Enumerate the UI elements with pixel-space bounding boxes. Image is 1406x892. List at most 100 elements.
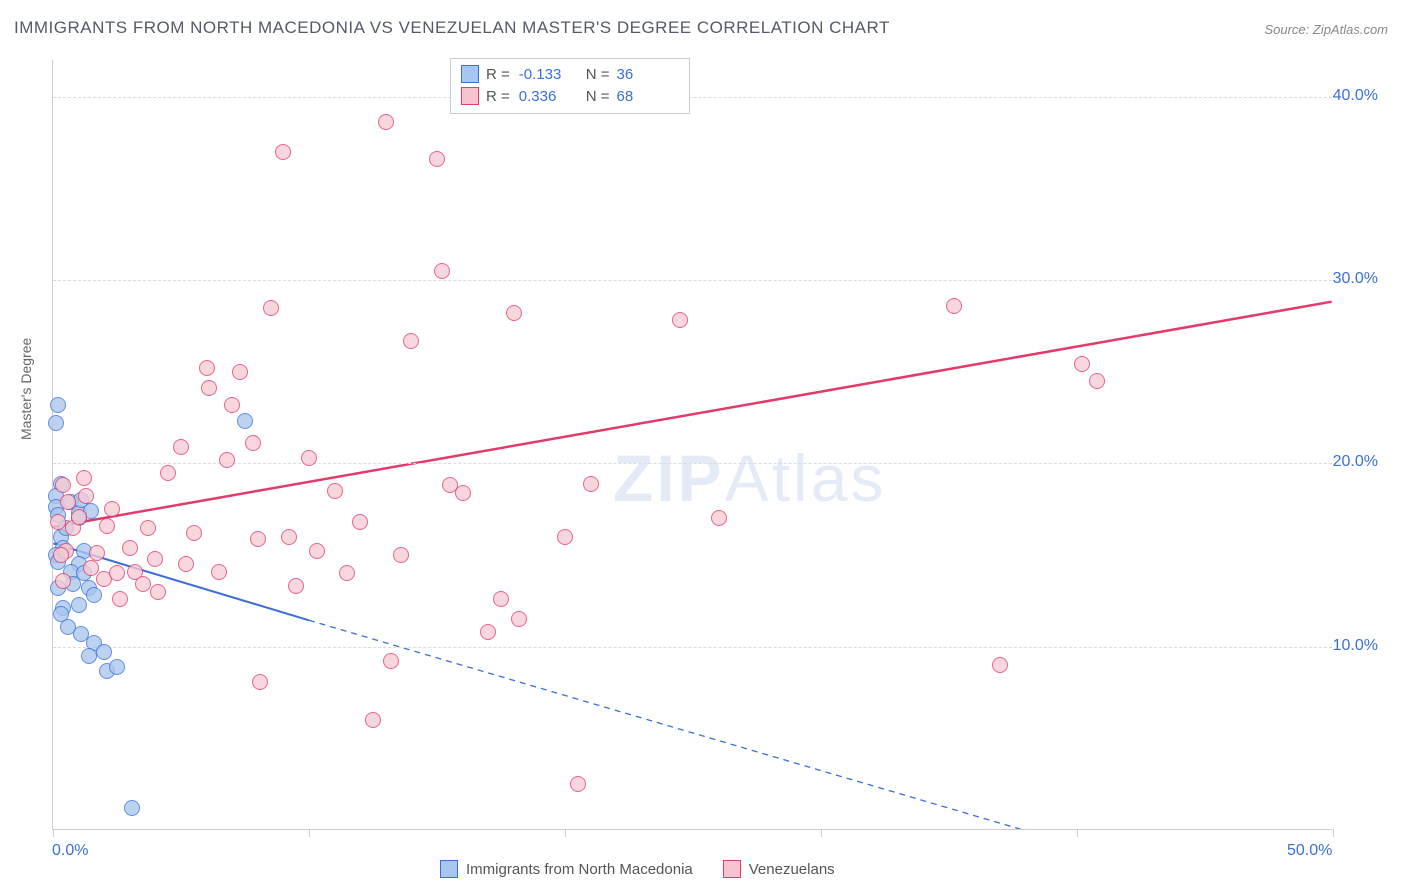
x-tick — [1077, 829, 1078, 837]
data-point — [557, 529, 573, 545]
data-point — [135, 576, 151, 592]
series-legend: Immigrants from North Macedonia Venezuel… — [440, 860, 835, 878]
data-point — [186, 525, 202, 541]
data-point — [178, 556, 194, 572]
stats-legend: R = -0.133 N = 36 R = 0.336 N = 68 — [450, 58, 690, 114]
data-point — [455, 485, 471, 501]
x-tick — [309, 829, 310, 837]
data-point — [506, 305, 522, 321]
swatch-pink-icon — [461, 87, 479, 105]
data-point — [140, 520, 156, 536]
series-label: Immigrants from North Macedonia — [466, 861, 693, 878]
data-point — [946, 298, 962, 314]
data-point — [124, 800, 140, 816]
data-point — [150, 584, 166, 600]
data-point — [160, 465, 176, 481]
data-point — [55, 573, 71, 589]
data-point — [147, 551, 163, 567]
data-point — [480, 624, 496, 640]
data-point — [365, 712, 381, 728]
watermark: ZIPAtlas — [613, 440, 886, 516]
n-value: 36 — [617, 66, 677, 83]
data-point — [224, 397, 240, 413]
data-point — [327, 483, 343, 499]
x-tick — [565, 829, 566, 837]
data-point — [309, 543, 325, 559]
series-legend-item: Immigrants from North Macedonia — [440, 860, 693, 878]
y-tick-label: 20.0% — [1333, 453, 1378, 471]
data-point — [104, 501, 120, 517]
data-point — [232, 364, 248, 380]
chart-title: IMMIGRANTS FROM NORTH MACEDONIA VS VENEZ… — [14, 18, 890, 38]
gridline — [53, 463, 1332, 464]
data-point — [245, 435, 261, 451]
data-point — [109, 659, 125, 675]
n-label: N = — [586, 88, 610, 105]
y-tick-label: 10.0% — [1333, 637, 1378, 655]
gridline — [53, 280, 1332, 281]
x-tick-label: 0.0% — [52, 842, 88, 860]
data-point — [301, 450, 317, 466]
gridline — [53, 647, 1332, 648]
data-point — [60, 494, 76, 510]
data-point — [55, 477, 71, 493]
watermark-light: Atlas — [725, 441, 887, 515]
data-point — [81, 648, 97, 664]
x-tick — [1333, 829, 1334, 837]
series-legend-item: Venezuelans — [723, 860, 835, 878]
watermark-bold: ZIP — [613, 441, 725, 515]
data-point — [122, 540, 138, 556]
data-point — [403, 333, 419, 349]
data-point — [50, 514, 66, 530]
data-point — [112, 591, 128, 607]
data-point — [237, 413, 253, 429]
y-tick-label: 30.0% — [1333, 270, 1378, 288]
data-point — [219, 452, 235, 468]
n-label: N = — [586, 66, 610, 83]
data-point — [281, 529, 297, 545]
data-point — [173, 439, 189, 455]
x-tick — [53, 829, 54, 837]
data-point — [86, 587, 102, 603]
data-point — [339, 565, 355, 581]
data-point — [71, 509, 87, 525]
data-point — [383, 653, 399, 669]
data-point — [263, 300, 279, 316]
data-point — [99, 518, 115, 534]
x-tick — [821, 829, 822, 837]
r-value: -0.133 — [519, 66, 579, 83]
data-point — [511, 611, 527, 627]
data-point — [250, 531, 266, 547]
data-point — [201, 380, 217, 396]
swatch-blue-icon — [461, 65, 479, 83]
data-point — [672, 312, 688, 328]
data-point — [89, 545, 105, 561]
data-point — [211, 564, 227, 580]
y-tick-label: 40.0% — [1333, 87, 1378, 105]
data-point — [109, 565, 125, 581]
data-point — [71, 597, 87, 613]
plot-area: ZIPAtlas — [52, 60, 1332, 830]
swatch-pink-icon — [723, 860, 741, 878]
data-point — [78, 488, 94, 504]
data-point — [96, 644, 112, 660]
data-point — [199, 360, 215, 376]
data-point — [53, 606, 69, 622]
data-point — [583, 476, 599, 492]
stats-legend-row: R = 0.336 N = 68 — [461, 85, 677, 107]
series-label: Venezuelans — [749, 861, 835, 878]
r-label: R = — [486, 66, 510, 83]
data-point — [50, 397, 66, 413]
stats-legend-row: R = -0.133 N = 36 — [461, 63, 677, 85]
data-point — [352, 514, 368, 530]
data-point — [1089, 373, 1105, 389]
data-point — [288, 578, 304, 594]
chart-container: IMMIGRANTS FROM NORTH MACEDONIA VS VENEZ… — [0, 0, 1406, 892]
source-label: Source: ZipAtlas.com — [1264, 22, 1388, 37]
r-label: R = — [486, 88, 510, 105]
data-point — [434, 263, 450, 279]
data-point — [1074, 356, 1090, 372]
gridline — [53, 97, 1332, 98]
data-point — [429, 151, 445, 167]
data-point — [570, 776, 586, 792]
